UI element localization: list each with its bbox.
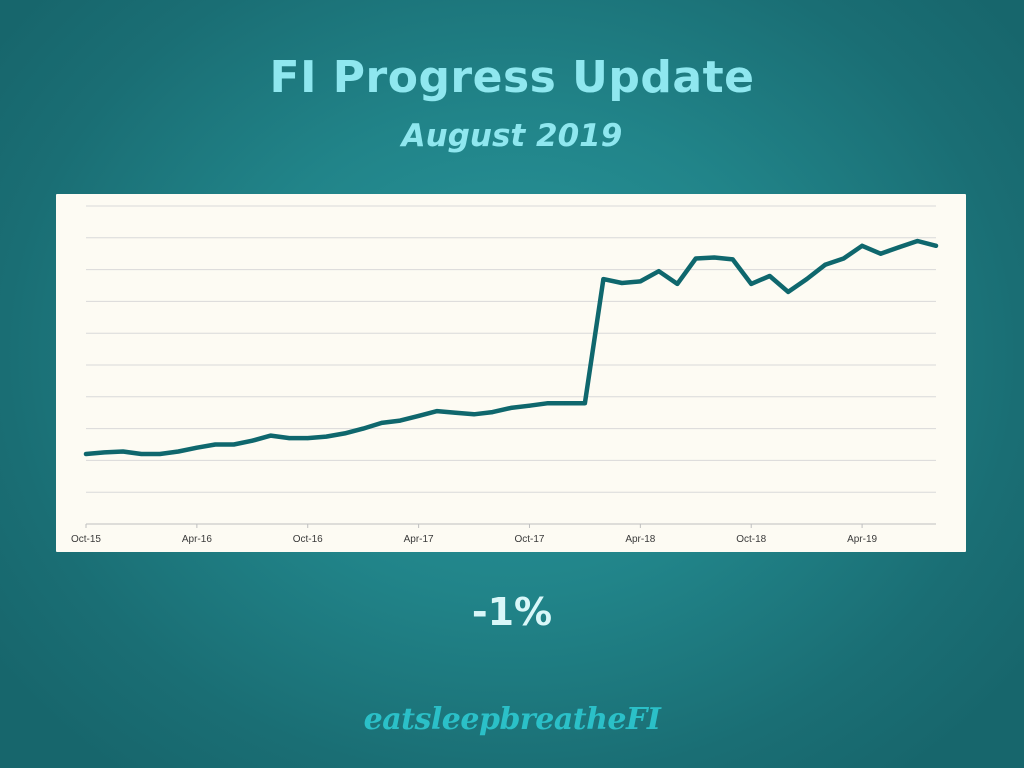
data-point	[361, 426, 366, 431]
data-point	[675, 281, 680, 286]
data-point	[435, 409, 440, 414]
x-tick-label: Apr-19	[847, 534, 877, 545]
x-tick-label: Apr-17	[404, 534, 434, 545]
data-point	[398, 418, 403, 423]
data-point	[564, 401, 569, 406]
data-point	[897, 245, 902, 250]
page-title: FI Progress Update	[269, 52, 755, 103]
data-point	[878, 251, 883, 256]
data-point	[509, 405, 513, 410]
x-tick-label: Apr-16	[182, 534, 212, 545]
brand-logo[interactable]: eatsleepbreatheFI	[363, 702, 661, 737]
data-point	[656, 269, 661, 274]
data-point	[823, 262, 828, 267]
data-point	[545, 401, 550, 406]
chart-x-axis: Oct-15 Apr-16 Oct-16 Apr-17 Oct-17 Apr-18 Oct-…	[71, 524, 878, 545]
data-point	[472, 412, 477, 417]
data-point	[120, 449, 125, 454]
chart-series	[83, 238, 939, 457]
progress-line-chart: Oct-15 Apr-16 Oct-16 Apr-17 Oct-17 Apr-18 Oct-…	[71, 205, 939, 545]
data-point	[490, 410, 495, 415]
data-point	[804, 277, 809, 282]
data-point	[250, 438, 255, 443]
x-tick-label: Oct-18	[736, 534, 766, 545]
data-point	[767, 273, 772, 278]
data-point	[102, 450, 107, 455]
data-point	[231, 442, 236, 447]
x-tick-label: Oct-17	[514, 534, 544, 545]
data-point	[712, 255, 717, 260]
data-point	[268, 433, 273, 438]
data-point	[194, 445, 199, 450]
data-point	[860, 243, 865, 248]
data-point	[693, 256, 698, 261]
data-point	[157, 452, 162, 457]
data-point	[453, 410, 458, 415]
page-subtitle: August 2019	[401, 118, 623, 154]
data-point	[601, 277, 606, 282]
x-tick-label: Oct-16	[293, 534, 323, 545]
data-point	[342, 431, 347, 436]
data-point	[379, 420, 384, 425]
data-point	[84, 452, 88, 457]
data-point	[324, 434, 329, 439]
data-point	[305, 436, 310, 441]
x-tick-label: Oct-15	[71, 534, 101, 545]
data-point	[730, 257, 735, 262]
data-point	[527, 403, 532, 408]
data-point	[139, 452, 144, 457]
data-point	[749, 281, 754, 286]
x-tick-label: Apr-18	[625, 534, 655, 545]
chart-panel: Oct-15 Apr-16 Oct-16 Apr-17 Oct-17 Apr-18 Oct-…	[56, 194, 966, 552]
data-point	[287, 436, 292, 441]
data-point	[786, 289, 791, 294]
data-point	[176, 449, 181, 454]
monthly-change-value: -1%	[471, 590, 553, 634]
data-point	[841, 256, 846, 261]
data-point	[416, 413, 421, 418]
data-point	[582, 401, 587, 406]
data-point	[619, 280, 624, 285]
chart-gridlines	[86, 205, 936, 525]
progress-series-line	[83, 238, 939, 457]
data-point	[213, 442, 218, 447]
data-point	[638, 279, 643, 284]
data-point	[915, 238, 920, 243]
data-point	[934, 243, 938, 248]
